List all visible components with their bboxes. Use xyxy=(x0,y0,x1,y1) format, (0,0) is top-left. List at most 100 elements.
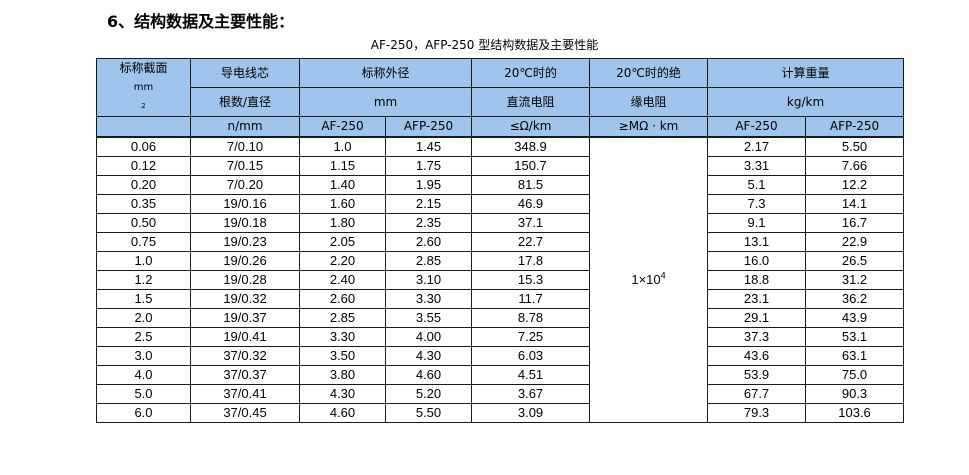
cell-od-afp: 1.45 xyxy=(384,136,473,157)
header-blank xyxy=(96,116,191,138)
spec-table: 标称截面 mm 2 导电线芯 标称外径 20℃时的 20℃时的绝 计算重量 xyxy=(96,58,905,423)
cell-cross-section: 0.75 xyxy=(96,232,191,252)
cell-weight-af: 18.8 xyxy=(707,270,807,290)
table-row: 1.0 19/0.26 2.20 2.85 17.8 16.0 26.5 xyxy=(96,251,905,271)
header-conductor-sub: 根数/直径 xyxy=(190,87,300,117)
cell-conductor: 19/0.26 xyxy=(190,251,300,271)
cell-dc-resistance: 11.7 xyxy=(471,289,591,309)
cell-cross-section: 1.2 xyxy=(96,270,191,290)
cell-dc-resistance: 150.7 xyxy=(471,156,591,176)
cell-od-af: 4.30 xyxy=(299,384,386,404)
cell-weight-afp: 5.50 xyxy=(805,136,905,157)
cell-conductor: 37/0.37 xyxy=(190,365,300,385)
cell-dc-resistance: 3.09 xyxy=(471,403,591,423)
cell-conductor: 7/0.20 xyxy=(190,175,300,195)
cell-conductor: 19/0.16 xyxy=(190,194,300,214)
cell-cross-section: 5.0 xyxy=(96,384,191,404)
table-row: 5.0 37/0.41 4.30 5.20 3.67 67.7 90.3 xyxy=(96,384,905,404)
header-od-unit: mm xyxy=(298,87,473,117)
cell-weight-afp: 36.2 xyxy=(805,289,905,309)
cell-cross-section: 0.20 xyxy=(96,175,191,195)
cell-weight-af: 5.1 xyxy=(707,175,807,195)
cell-od-afp: 1.75 xyxy=(384,156,473,176)
cell-od-af: 2.60 xyxy=(299,289,386,309)
cell-od-af: 1.60 xyxy=(299,194,386,214)
cell-cross-section: 3.0 xyxy=(96,346,191,366)
cell-weight-afp: 12.2 xyxy=(805,175,905,195)
cell-cross-section: 1.5 xyxy=(96,289,191,309)
cell-od-af: 1.80 xyxy=(299,213,386,233)
cell-od-af: 3.50 xyxy=(299,346,386,366)
cell-od-afp: 2.35 xyxy=(384,213,473,233)
cell-od-afp: 1.95 xyxy=(384,175,473,195)
cell-dc-resistance: 8.78 xyxy=(471,308,591,328)
cell-od-af: 1.0 xyxy=(299,136,386,157)
cell-weight-af: 7.3 xyxy=(707,194,807,214)
cell-cross-section: 0.50 xyxy=(96,213,191,233)
header-cross-section: 标称截面 mm 2 xyxy=(96,58,191,117)
table-row: 3.0 37/0.32 3.50 4.30 6.03 43.6 63.1 xyxy=(96,346,905,366)
header-weight-unit: kg/km xyxy=(707,87,905,117)
header-wt-afp: AFP-250 xyxy=(805,116,905,138)
cell-weight-af: 3.31 xyxy=(707,156,807,176)
cell-od-af: 1.15 xyxy=(299,156,386,176)
header-od-af: AF-250 xyxy=(299,116,386,138)
cell-weight-afp: 103.6 xyxy=(805,403,905,423)
cell-od-afp: 3.55 xyxy=(384,308,473,328)
cell-weight-afp: 90.3 xyxy=(805,384,905,404)
table-row: 0.35 19/0.16 1.60 2.15 46.9 7.3 14.1 xyxy=(96,194,905,214)
cell-weight-af: 53.9 xyxy=(707,365,807,385)
table-row: 1.2 19/0.28 2.40 3.10 15.3 18.8 31.2 xyxy=(96,270,905,290)
cell-weight-afp: 26.5 xyxy=(805,251,905,271)
cell-od-afp: 2.85 xyxy=(384,251,473,271)
cell-weight-afp: 16.7 xyxy=(805,213,905,233)
cell-dc-resistance: 4.51 xyxy=(471,365,591,385)
table-row: 0.75 19/0.23 2.05 2.60 22.7 13.1 22.9 xyxy=(96,232,905,252)
header-dcr-sub: 直流电阻 xyxy=(471,87,591,117)
cell-od-afp: 4.60 xyxy=(384,365,473,385)
cell-dc-resistance: 46.9 xyxy=(471,194,591,214)
cell-weight-af: 37.3 xyxy=(707,327,807,347)
table-row: 0.12 7/0.15 1.15 1.75 150.7 3.31 7.66 xyxy=(96,156,905,176)
cell-od-afp: 5.20 xyxy=(384,384,473,404)
table-row: 1.5 19/0.32 2.60 3.30 11.7 23.1 36.2 xyxy=(96,289,905,309)
header-outer-diameter: 标称外径 xyxy=(298,58,473,88)
header-wt-af: AF-250 xyxy=(707,116,807,138)
cell-conductor: 19/0.32 xyxy=(190,289,300,309)
cell-conductor: 7/0.15 xyxy=(190,156,300,176)
table-body: 0.06 7/0.10 1.0 1.45 348.9 1×104 2.17 5.50 0.12 7… xyxy=(96,136,905,423)
cell-conductor: 19/0.28 xyxy=(190,270,300,290)
cell-weight-afp: 14.1 xyxy=(805,194,905,214)
table-row: 4.0 37/0.37 3.80 4.60 4.51 53.9 75.0 xyxy=(96,365,905,385)
cell-cross-section: 4.0 xyxy=(96,365,191,385)
header-ins-unit: ≥MΩ · km xyxy=(589,116,709,138)
cell-cross-section: 0.12 xyxy=(96,156,191,176)
cell-cross-section: 2.0 xyxy=(96,308,191,328)
cell-weight-af: 23.1 xyxy=(707,289,807,309)
cell-conductor: 37/0.41 xyxy=(190,384,300,404)
cell-od-afp: 3.30 xyxy=(384,289,473,309)
cell-dc-resistance: 22.7 xyxy=(471,232,591,252)
cell-weight-af: 43.6 xyxy=(707,346,807,366)
cell-od-af: 3.80 xyxy=(299,365,386,385)
table-row: 0.06 7/0.10 1.0 1.45 348.9 1×104 2.17 5.50 xyxy=(96,136,905,423)
header-dcr-unit: ≤Ω/km xyxy=(471,116,591,138)
table-row: 6.0 37/0.45 4.60 5.50 3.09 79.3 103.6 xyxy=(96,403,905,423)
cell-dc-resistance: 17.8 xyxy=(471,251,591,271)
cell-od-af: 4.60 xyxy=(299,403,386,423)
cell-dc-resistance: 81.5 xyxy=(471,175,591,195)
cell-od-afp: 2.60 xyxy=(384,232,473,252)
cell-cross-section: 0.35 xyxy=(96,194,191,214)
cell-insulation-resistance: 1×104 xyxy=(589,136,709,423)
cell-conductor: 19/0.23 xyxy=(190,232,300,252)
header-ins-sub: 缘电阻 xyxy=(589,87,709,117)
cell-od-af: 1.40 xyxy=(299,175,386,195)
cell-od-afp: 4.30 xyxy=(384,346,473,366)
cell-weight-afp: 22.9 xyxy=(805,232,905,252)
cell-weight-af: 2.17 xyxy=(707,136,807,157)
cell-cross-section: 6.0 xyxy=(96,403,191,423)
cell-od-af: 2.05 xyxy=(299,232,386,252)
cell-weight-afp: 75.0 xyxy=(805,365,905,385)
cell-dc-resistance: 15.3 xyxy=(471,270,591,290)
cell-conductor: 19/0.37 xyxy=(190,308,300,328)
